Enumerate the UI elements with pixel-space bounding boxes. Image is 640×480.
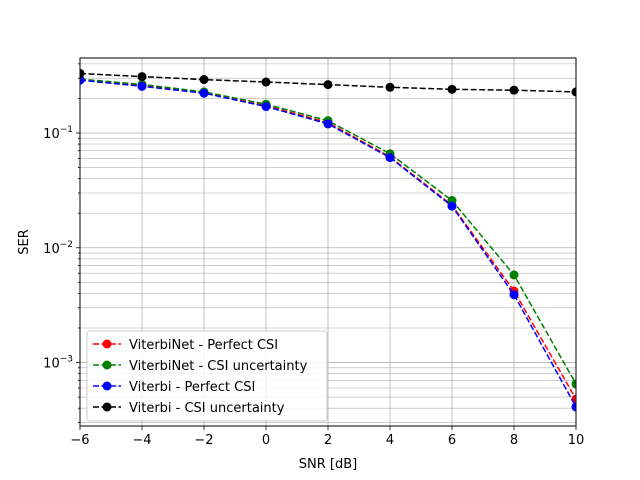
data-point: [199, 88, 209, 98]
y-tick-label: 10−2: [43, 240, 73, 257]
data-point: [80, 75, 85, 85]
data-point: [447, 201, 457, 211]
legend-label: Viterbi - Perfect CSI: [129, 380, 255, 395]
x-tick-label: 10: [568, 433, 585, 448]
data-point: [571, 87, 576, 97]
legend-label: ViterbiNet - Perfect CSI: [129, 338, 278, 353]
y-tick-label: 10−1: [43, 125, 73, 142]
series-4: [80, 68, 576, 97]
series-3: [80, 75, 576, 412]
data-point: [385, 82, 395, 92]
data-point: [261, 102, 271, 112]
x-tick-label: 6: [448, 433, 456, 448]
data-point: [509, 85, 519, 95]
data-point: [199, 75, 209, 85]
x-axis-title: SNR [dB]: [299, 457, 357, 472]
x-tick-label: −6: [70, 433, 89, 448]
data-point: [509, 270, 519, 280]
legend-box: [86, 330, 328, 422]
data-point: [447, 84, 457, 94]
x-tick-label: 4: [386, 433, 394, 448]
legend-marker: [102, 339, 112, 349]
data-point: [80, 68, 85, 78]
x-tick-label: 2: [324, 433, 332, 448]
legend-item: Viterbi - CSI uncertainty: [93, 401, 285, 416]
legend-item: ViterbiNet - CSI uncertainty: [93, 359, 308, 374]
legend-marker: [102, 381, 112, 391]
data-point: [137, 81, 147, 91]
y-tick-label: 10−3: [43, 355, 73, 372]
series-layer: [80, 68, 576, 412]
legend-marker: [102, 402, 112, 412]
data-point: [571, 402, 576, 412]
x-tick-label: −2: [194, 433, 213, 448]
data-point: [323, 80, 333, 90]
axis-ticks: −6 −4 −2 0 2 4 6 8 10 10−3 10−2 10−1: [43, 63, 585, 448]
x-tick-label: 8: [510, 433, 518, 448]
data-point: [385, 153, 395, 163]
data-point: [137, 72, 147, 82]
legend-label: Viterbi - CSI uncertainty: [129, 401, 285, 416]
data-point: [261, 77, 271, 87]
legend-marker: [102, 360, 112, 370]
legend: ViterbiNet - Perfect CSI ViterbiNet - CSI…: [86, 330, 328, 422]
data-point: [509, 290, 519, 300]
legend-label: ViterbiNet - CSI uncertainty: [129, 359, 308, 374]
data-point: [323, 119, 333, 129]
legend-item: Viterbi - Perfect CSI: [93, 380, 255, 395]
legend-item: ViterbiNet - Perfect CSI: [93, 338, 278, 353]
y-axis-title: SER: [17, 229, 32, 255]
x-tick-label: −4: [132, 433, 151, 448]
x-tick-label: 0: [262, 433, 270, 448]
data-point: [571, 379, 576, 389]
